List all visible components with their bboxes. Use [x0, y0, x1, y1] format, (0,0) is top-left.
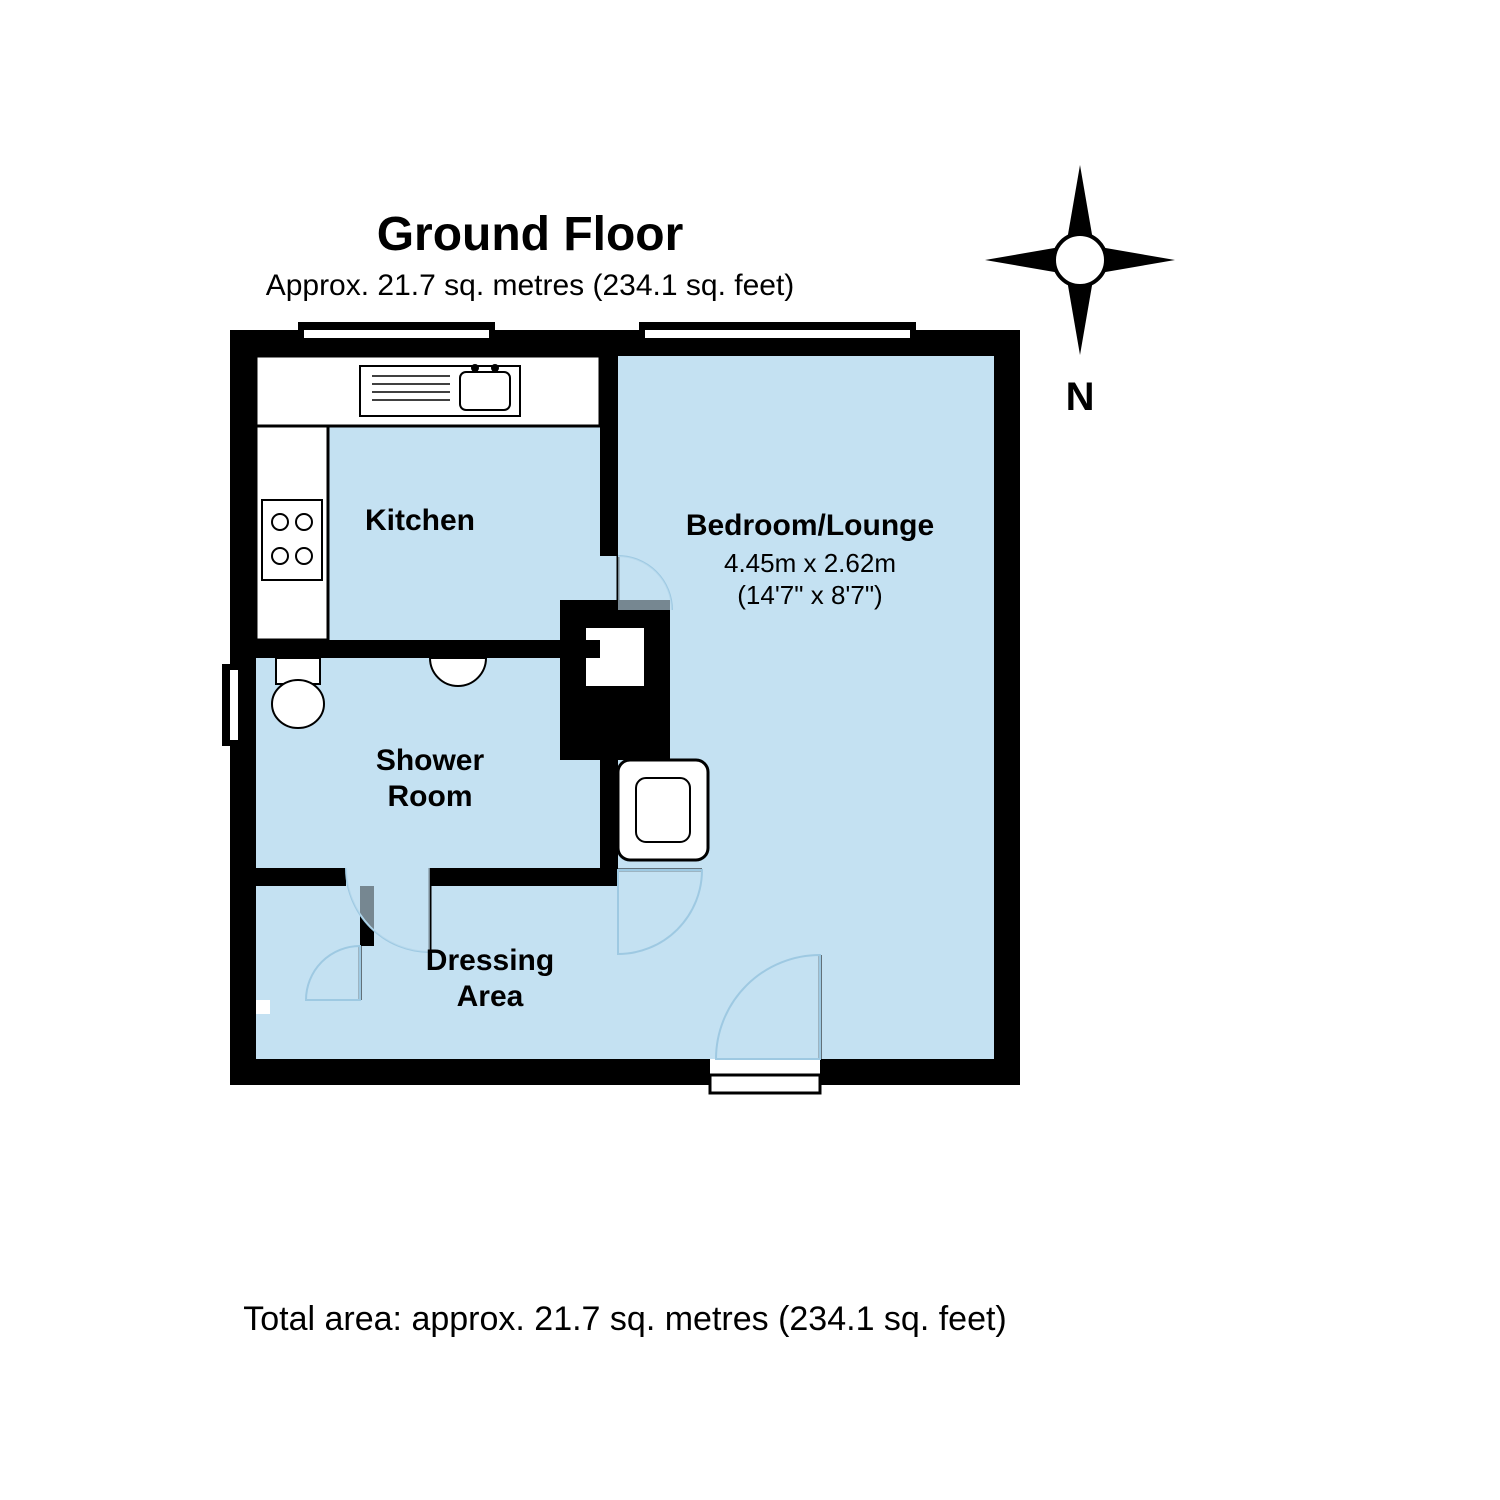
footer: Total area: approx. 21.7 sq. metres (234…	[243, 1300, 1007, 1338]
label-shower-1: Shower	[376, 744, 485, 777]
wall	[600, 356, 618, 556]
label-shower-2: Room	[388, 780, 473, 813]
dim-bedroom-ft: (14'7" x 8'7")	[737, 580, 882, 610]
dim-bedroom-m: 4.45m x 2.62m	[724, 548, 896, 578]
label-kitchen: Kitchen	[365, 504, 475, 537]
label-dressing-2: Area	[457, 980, 524, 1013]
hob	[262, 500, 322, 580]
title: Ground Floor	[377, 208, 684, 261]
floorplan: Kitchen Bedroom/Lounge 4.45m x 2.62m (14…	[222, 322, 1020, 1093]
label-dressing-1: Dressing	[426, 944, 554, 977]
compass-label: N	[1066, 375, 1095, 419]
floorplan-svg: Ground Floor Approx. 21.7 sq. metres (23…	[0, 0, 1500, 1500]
toilet	[272, 658, 324, 728]
label-bedroom: Bedroom/Lounge	[686, 509, 934, 542]
subtitle: Approx. 21.7 sq. metres (234.1 sq. feet)	[266, 269, 795, 302]
